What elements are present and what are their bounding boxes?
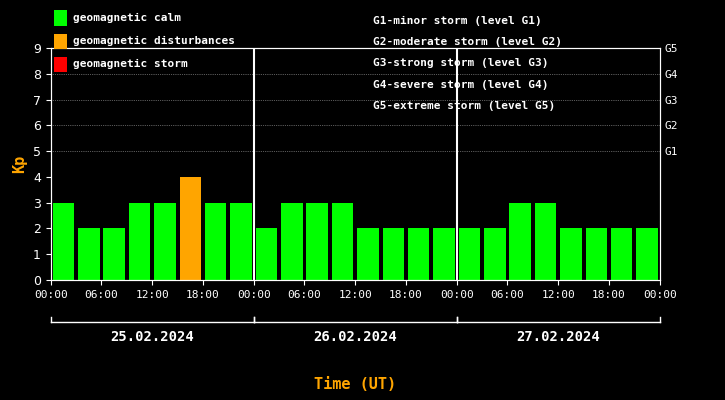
Bar <box>434 228 455 280</box>
Bar <box>78 228 99 280</box>
Text: 25.02.2024: 25.02.2024 <box>110 330 194 344</box>
Bar <box>510 203 531 280</box>
Bar <box>357 228 378 280</box>
Text: G5-extreme storm (level G5): G5-extreme storm (level G5) <box>373 101 555 111</box>
Text: 26.02.2024: 26.02.2024 <box>313 330 397 344</box>
Bar <box>459 228 480 280</box>
Text: G2-moderate storm (level G2): G2-moderate storm (level G2) <box>373 37 563 47</box>
Bar <box>104 228 125 280</box>
Text: G4-severe storm (level G4): G4-severe storm (level G4) <box>373 80 549 90</box>
Bar <box>180 177 201 280</box>
Bar <box>535 203 556 280</box>
Text: G1-minor storm (level G1): G1-minor storm (level G1) <box>373 16 542 26</box>
Y-axis label: Kp: Kp <box>12 155 28 173</box>
Text: Time (UT): Time (UT) <box>314 377 397 392</box>
Bar <box>332 203 353 280</box>
Text: geomagnetic disturbances: geomagnetic disturbances <box>73 36 235 46</box>
Bar <box>307 203 328 280</box>
Text: geomagnetic storm: geomagnetic storm <box>73 59 188 70</box>
Bar <box>129 203 150 280</box>
Bar <box>53 203 74 280</box>
Bar <box>637 228 658 280</box>
Text: G3-strong storm (level G3): G3-strong storm (level G3) <box>373 58 549 68</box>
Bar <box>231 203 252 280</box>
Bar <box>256 228 277 280</box>
Text: 27.02.2024: 27.02.2024 <box>516 330 600 344</box>
Bar <box>205 203 226 280</box>
Bar <box>281 203 302 280</box>
Bar <box>586 228 607 280</box>
Bar <box>611 228 632 280</box>
Bar <box>484 228 505 280</box>
Bar <box>154 203 175 280</box>
Bar <box>383 228 404 280</box>
Bar <box>560 228 581 280</box>
Text: geomagnetic calm: geomagnetic calm <box>73 13 181 23</box>
Bar <box>408 228 429 280</box>
